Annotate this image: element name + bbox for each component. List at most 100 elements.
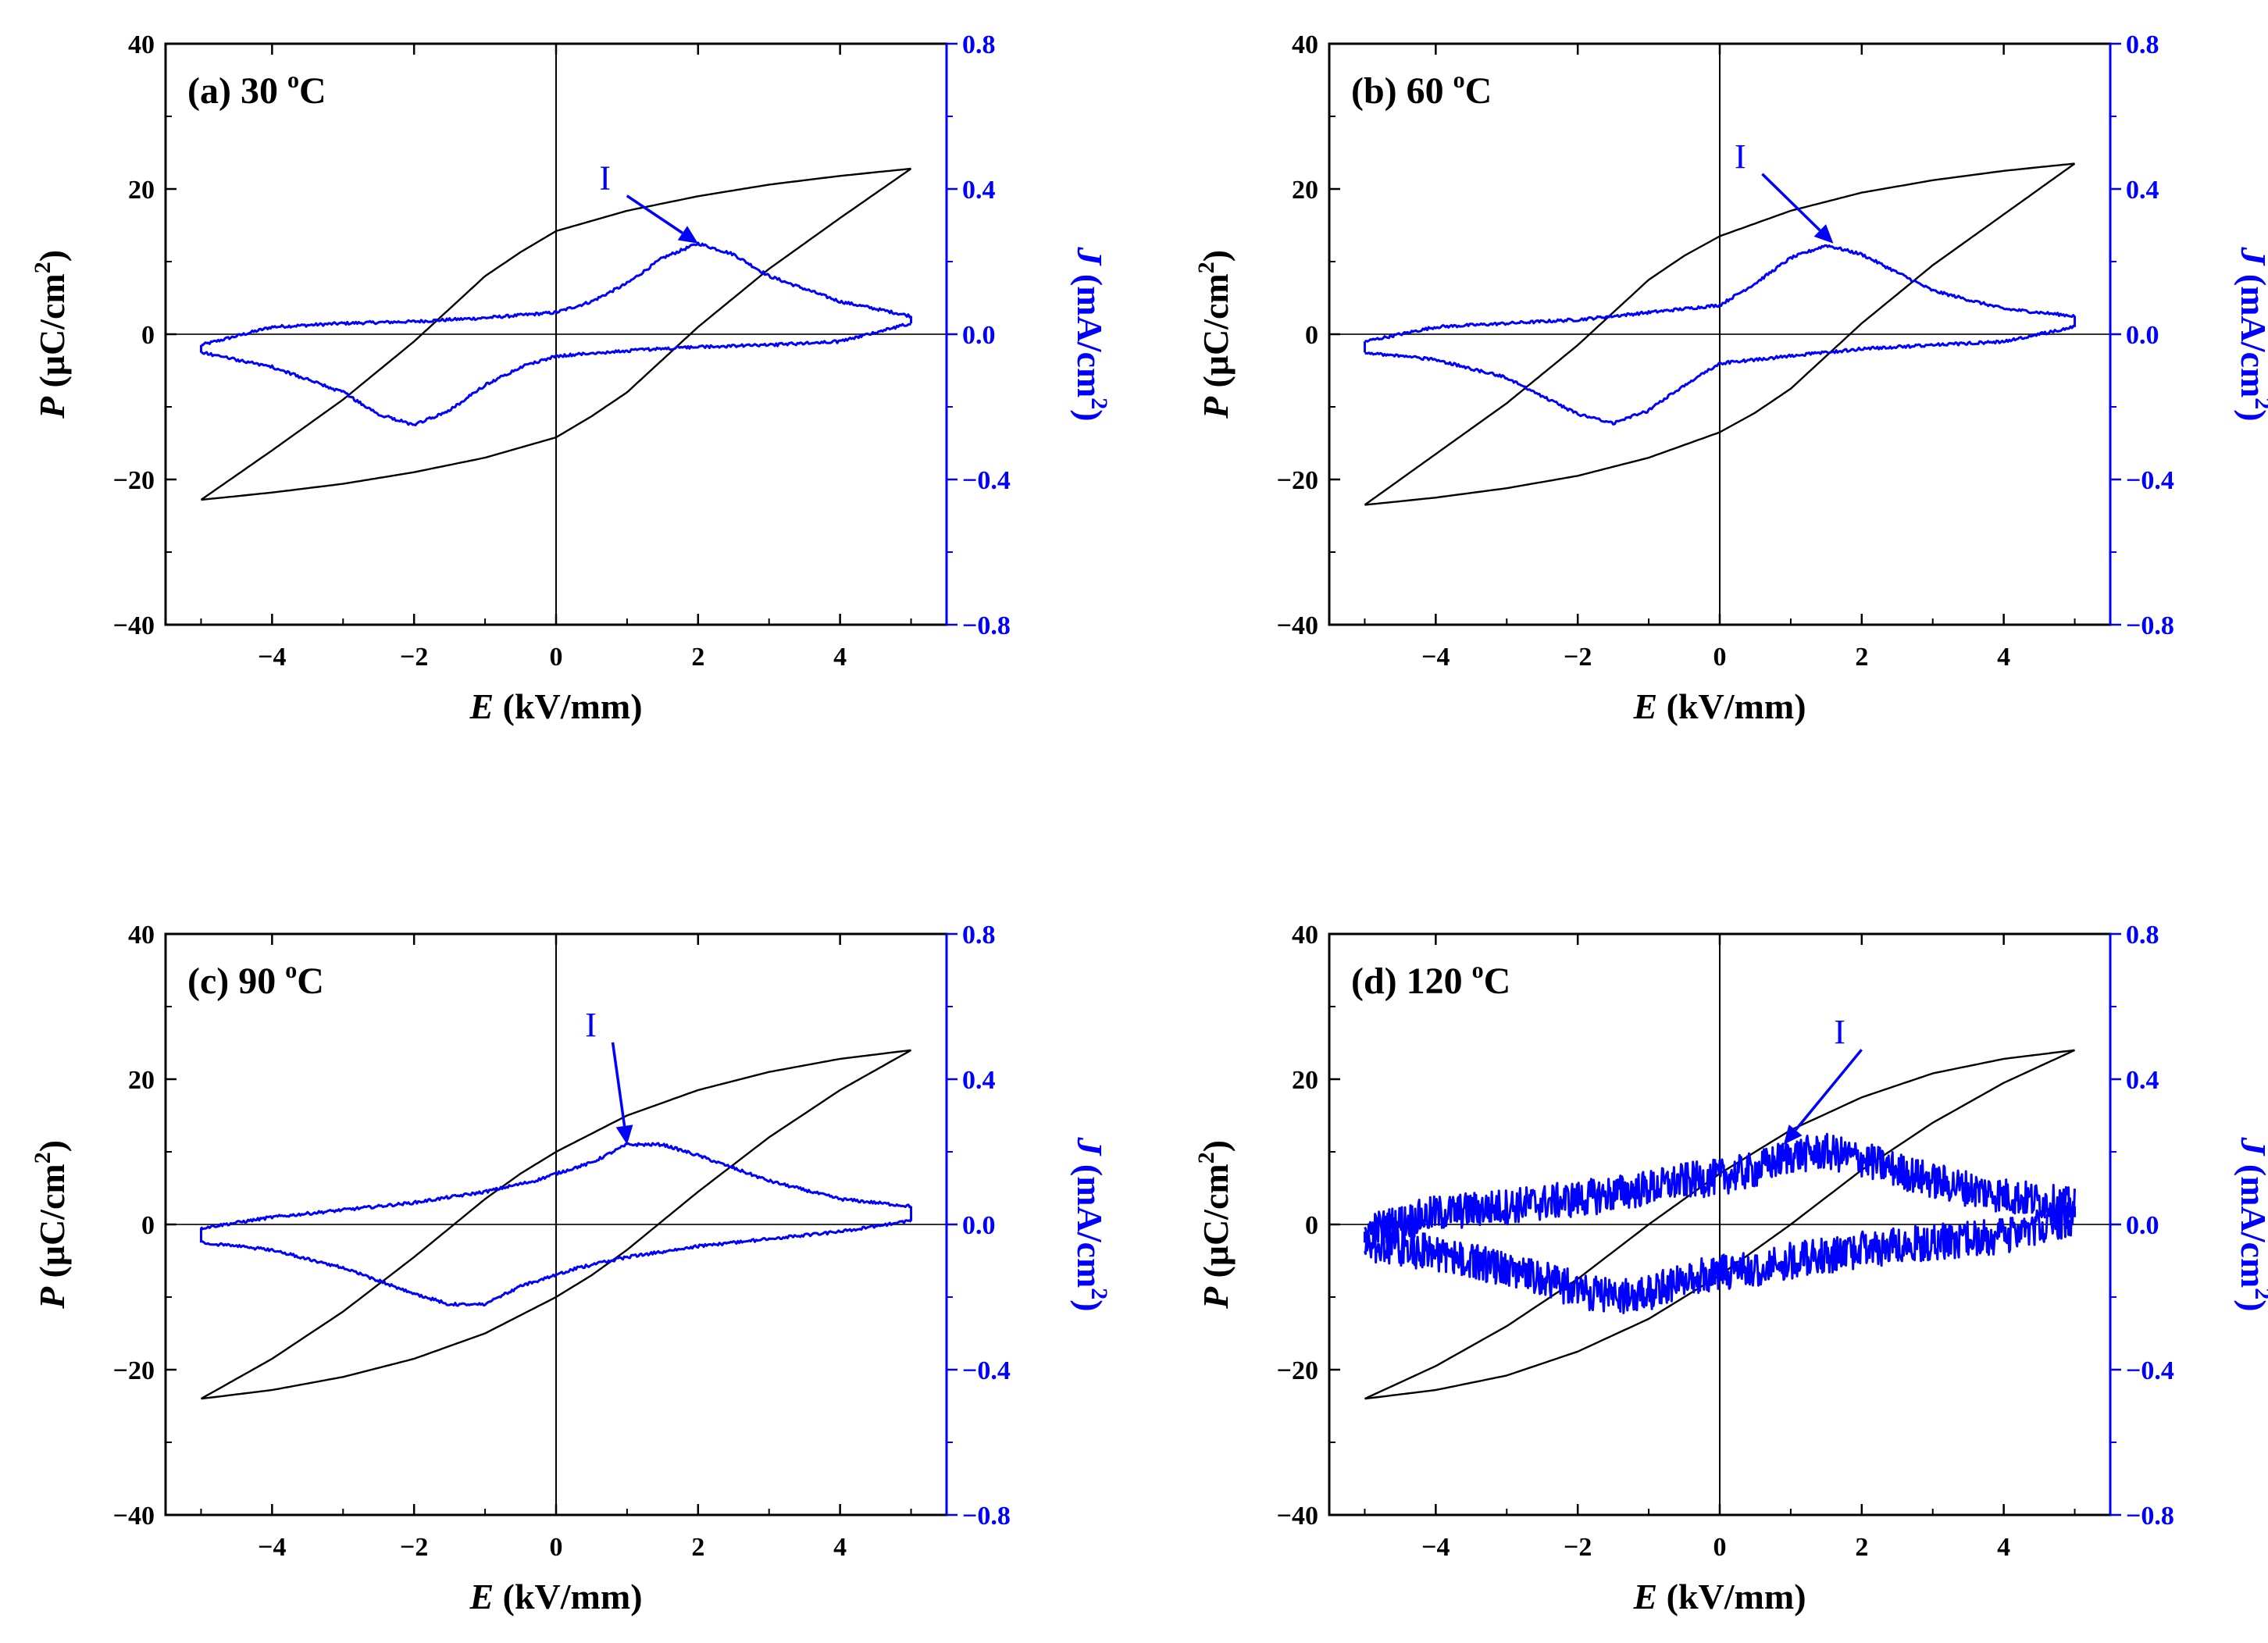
annotation-arrow-head [1783,1124,1803,1145]
annotation-arrow-shaft [1794,1049,1863,1132]
y-right-tick-label: 0.4 [2126,1066,2159,1095]
y-left-tick-label: 0 [1305,321,1318,350]
y-left-tick-label: −20 [113,466,155,495]
y-left-axis-title: P (μC/cm2) [30,250,72,419]
annotation-label: I [1735,137,1746,176]
y-right-tick-label: 0.0 [2126,321,2159,350]
y-right-axis-title: J (mA/cm2) [2234,1136,2268,1311]
annotation-label: I [1834,1013,1845,1051]
x-tick-label: −4 [258,643,286,672]
y-right-tick-label: 0.8 [2126,921,2159,950]
y-right-axis-title: J (mA/cm2) [1070,246,1112,421]
x-tick-label: −4 [258,1533,286,1562]
y-right-tick-label: 0.4 [962,176,996,205]
y-right-tick-label: 0.8 [962,30,996,59]
x-tick-label: −2 [1564,1533,1592,1562]
je-loop-upper-branch [200,241,912,347]
panel-label: (b) 60 oC [1351,67,1492,112]
x-tick-label: 2 [1855,643,1868,672]
annotation-label: I [585,1006,597,1044]
panel-label: (c) 90 oC [187,957,324,1002]
y-right-tick-label: −0.4 [2126,1356,2174,1385]
je-loop-lower-branch [1364,1202,2076,1314]
y-left-tick-label: 20 [128,176,155,205]
je-loop-lower-branch [1364,324,2076,426]
y-left-tick-label: −40 [1277,1502,1318,1531]
y-left-tick-label: −20 [1277,1356,1318,1385]
x-tick-label: 4 [833,643,847,672]
x-tick-label: −4 [1421,1533,1450,1562]
annotation-arrow-shaft [611,1042,626,1127]
y-left-tick-label: −40 [113,1502,155,1531]
y-left-tick-label: 0 [1305,1211,1318,1240]
panel-label: (d) 120 oC [1351,957,1510,1002]
y-left-axis-title: P (μC/cm2) [1193,250,1236,419]
je-loop-upper-branch [1364,244,2076,343]
x-tick-label: −4 [1421,643,1450,672]
y-right-tick-label: 0.0 [962,1211,996,1240]
x-axis-title: E (kV/mm) [469,686,642,726]
annotation-arrow-shaft [626,194,683,234]
y-right-tick-label: −0.4 [962,1356,1011,1385]
x-tick-label: −2 [400,1533,428,1562]
y-right-tick-label: −0.8 [2126,611,2174,640]
y-left-axis-title: P (μC/cm2) [30,1140,72,1310]
y-right-tick-label: 0.4 [2126,176,2159,205]
je-loop-upper-branch [200,1142,912,1231]
annotation-label: I [599,159,611,198]
panel-label: (a) 30 oC [187,67,326,112]
y-right-tick-label: 0.4 [962,1066,996,1095]
y-left-axis-title: P (μC/cm2) [1193,1140,1236,1310]
annotation-arrow-head [1813,224,1834,244]
y-right-axis-title: J (mA/cm2) [1070,1136,1112,1311]
y-left-tick-label: 40 [128,921,155,950]
x-axis-title: E (kV/mm) [1632,1577,1806,1616]
x-axis-title: E (kV/mm) [469,1577,642,1616]
y-left-tick-label: −20 [113,1356,155,1385]
pe-loop-upper-branch [1364,162,2075,506]
pe-loop-lower-branch [201,1049,912,1400]
x-tick-label: 4 [1997,1533,2010,1562]
y-left-tick-label: 40 [1292,921,1318,950]
y-right-tick-label: −0.8 [962,1502,1011,1531]
y-right-tick-label: −0.4 [962,466,1011,495]
y-left-tick-label: 40 [128,30,155,59]
y-right-tick-label: 0.0 [962,321,996,350]
y-left-tick-label: 20 [1292,1066,1318,1095]
y-right-tick-label: −0.8 [962,611,1011,640]
y-left-tick-label: 0 [141,1211,155,1240]
annotation-arrow-head [677,226,698,244]
pe-loop-lower-branch [201,168,912,501]
x-tick-label: 4 [833,1533,847,1562]
je-loop-upper-branch [1364,1132,2076,1248]
annotation-arrow-head [615,1124,633,1145]
x-tick-label: 2 [691,643,704,672]
x-tick-label: 2 [1855,1533,1868,1562]
x-tick-label: 0 [1713,1533,1727,1562]
y-right-axis-title: J (mA/cm2) [2234,246,2268,421]
pe-loop-upper-branch [200,1049,911,1400]
x-axis-title: E (kV/mm) [1632,686,1806,726]
x-tick-label: 2 [691,1533,704,1562]
x-tick-label: −2 [1564,643,1592,672]
y-left-tick-label: 20 [128,1066,155,1095]
y-right-tick-label: −0.4 [2126,466,2174,495]
je-loop-lower-branch [200,323,912,426]
y-left-tick-label: −40 [113,611,155,640]
pe-loop-lower-branch [1364,162,2076,506]
y-left-tick-label: −40 [1277,611,1318,640]
y-right-tick-label: 0.8 [2126,30,2159,59]
pe-loop-upper-branch [200,167,911,501]
y-right-tick-label: −0.8 [2126,1502,2174,1531]
y-left-tick-label: −20 [1277,466,1318,495]
y-left-tick-label: 20 [1292,176,1318,205]
x-tick-label: 0 [1713,643,1727,672]
annotation-arrow-shaft [1761,173,1821,232]
y-left-tick-label: 40 [1292,30,1318,59]
je-loop-lower-branch [201,1219,912,1307]
